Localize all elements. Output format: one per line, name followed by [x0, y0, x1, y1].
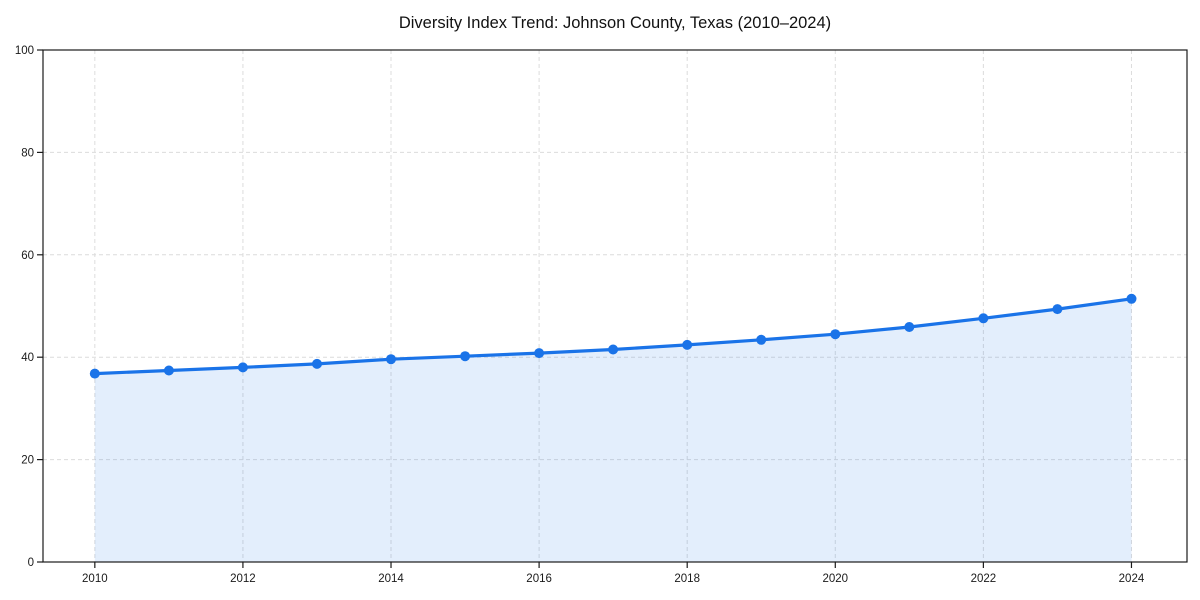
x-tick-label: 2016: [526, 573, 552, 585]
data-point-2021: [904, 322, 915, 332]
data-point-2015: [460, 351, 471, 362]
data-point-2014: [386, 354, 396, 365]
y-tick-label: 60: [21, 250, 34, 262]
x-tick-label: 2014: [378, 573, 404, 585]
data-point-2024: [1126, 293, 1137, 304]
plot-frame: [42, 49, 1188, 563]
x-tick-label: 2012: [230, 573, 256, 585]
data-point-2016: [534, 348, 545, 359]
data-point-2012: [237, 362, 248, 373]
data-point-2010: [89, 368, 100, 379]
chart-title: Diversity Index Trend: Johnson County, T…: [399, 14, 831, 32]
x-tick-label: 2010: [82, 573, 108, 585]
data-point-2020: [830, 329, 841, 340]
x-tick-label: 2020: [822, 573, 848, 585]
data-point-2013: [312, 358, 322, 369]
data-point-2018: [682, 339, 693, 350]
data-point-2011: [163, 365, 174, 376]
data-point-2017: [608, 344, 619, 355]
y-tick-label: 40: [21, 352, 34, 364]
x-tick-label: 2018: [674, 573, 700, 585]
data-point-2023: [1052, 304, 1063, 315]
data-point-2019: [756, 334, 767, 345]
x-tick-label: 2022: [971, 573, 997, 585]
y-tick-label: 20: [21, 455, 34, 467]
data-point-2022: [978, 313, 989, 324]
area-fill: [94, 298, 1132, 562]
y-tick-label: 80: [21, 147, 34, 159]
y-tick-label: 100: [15, 45, 34, 57]
y-tick-label: 0: [28, 557, 34, 569]
x-tick-label: 2024: [1119, 573, 1145, 585]
